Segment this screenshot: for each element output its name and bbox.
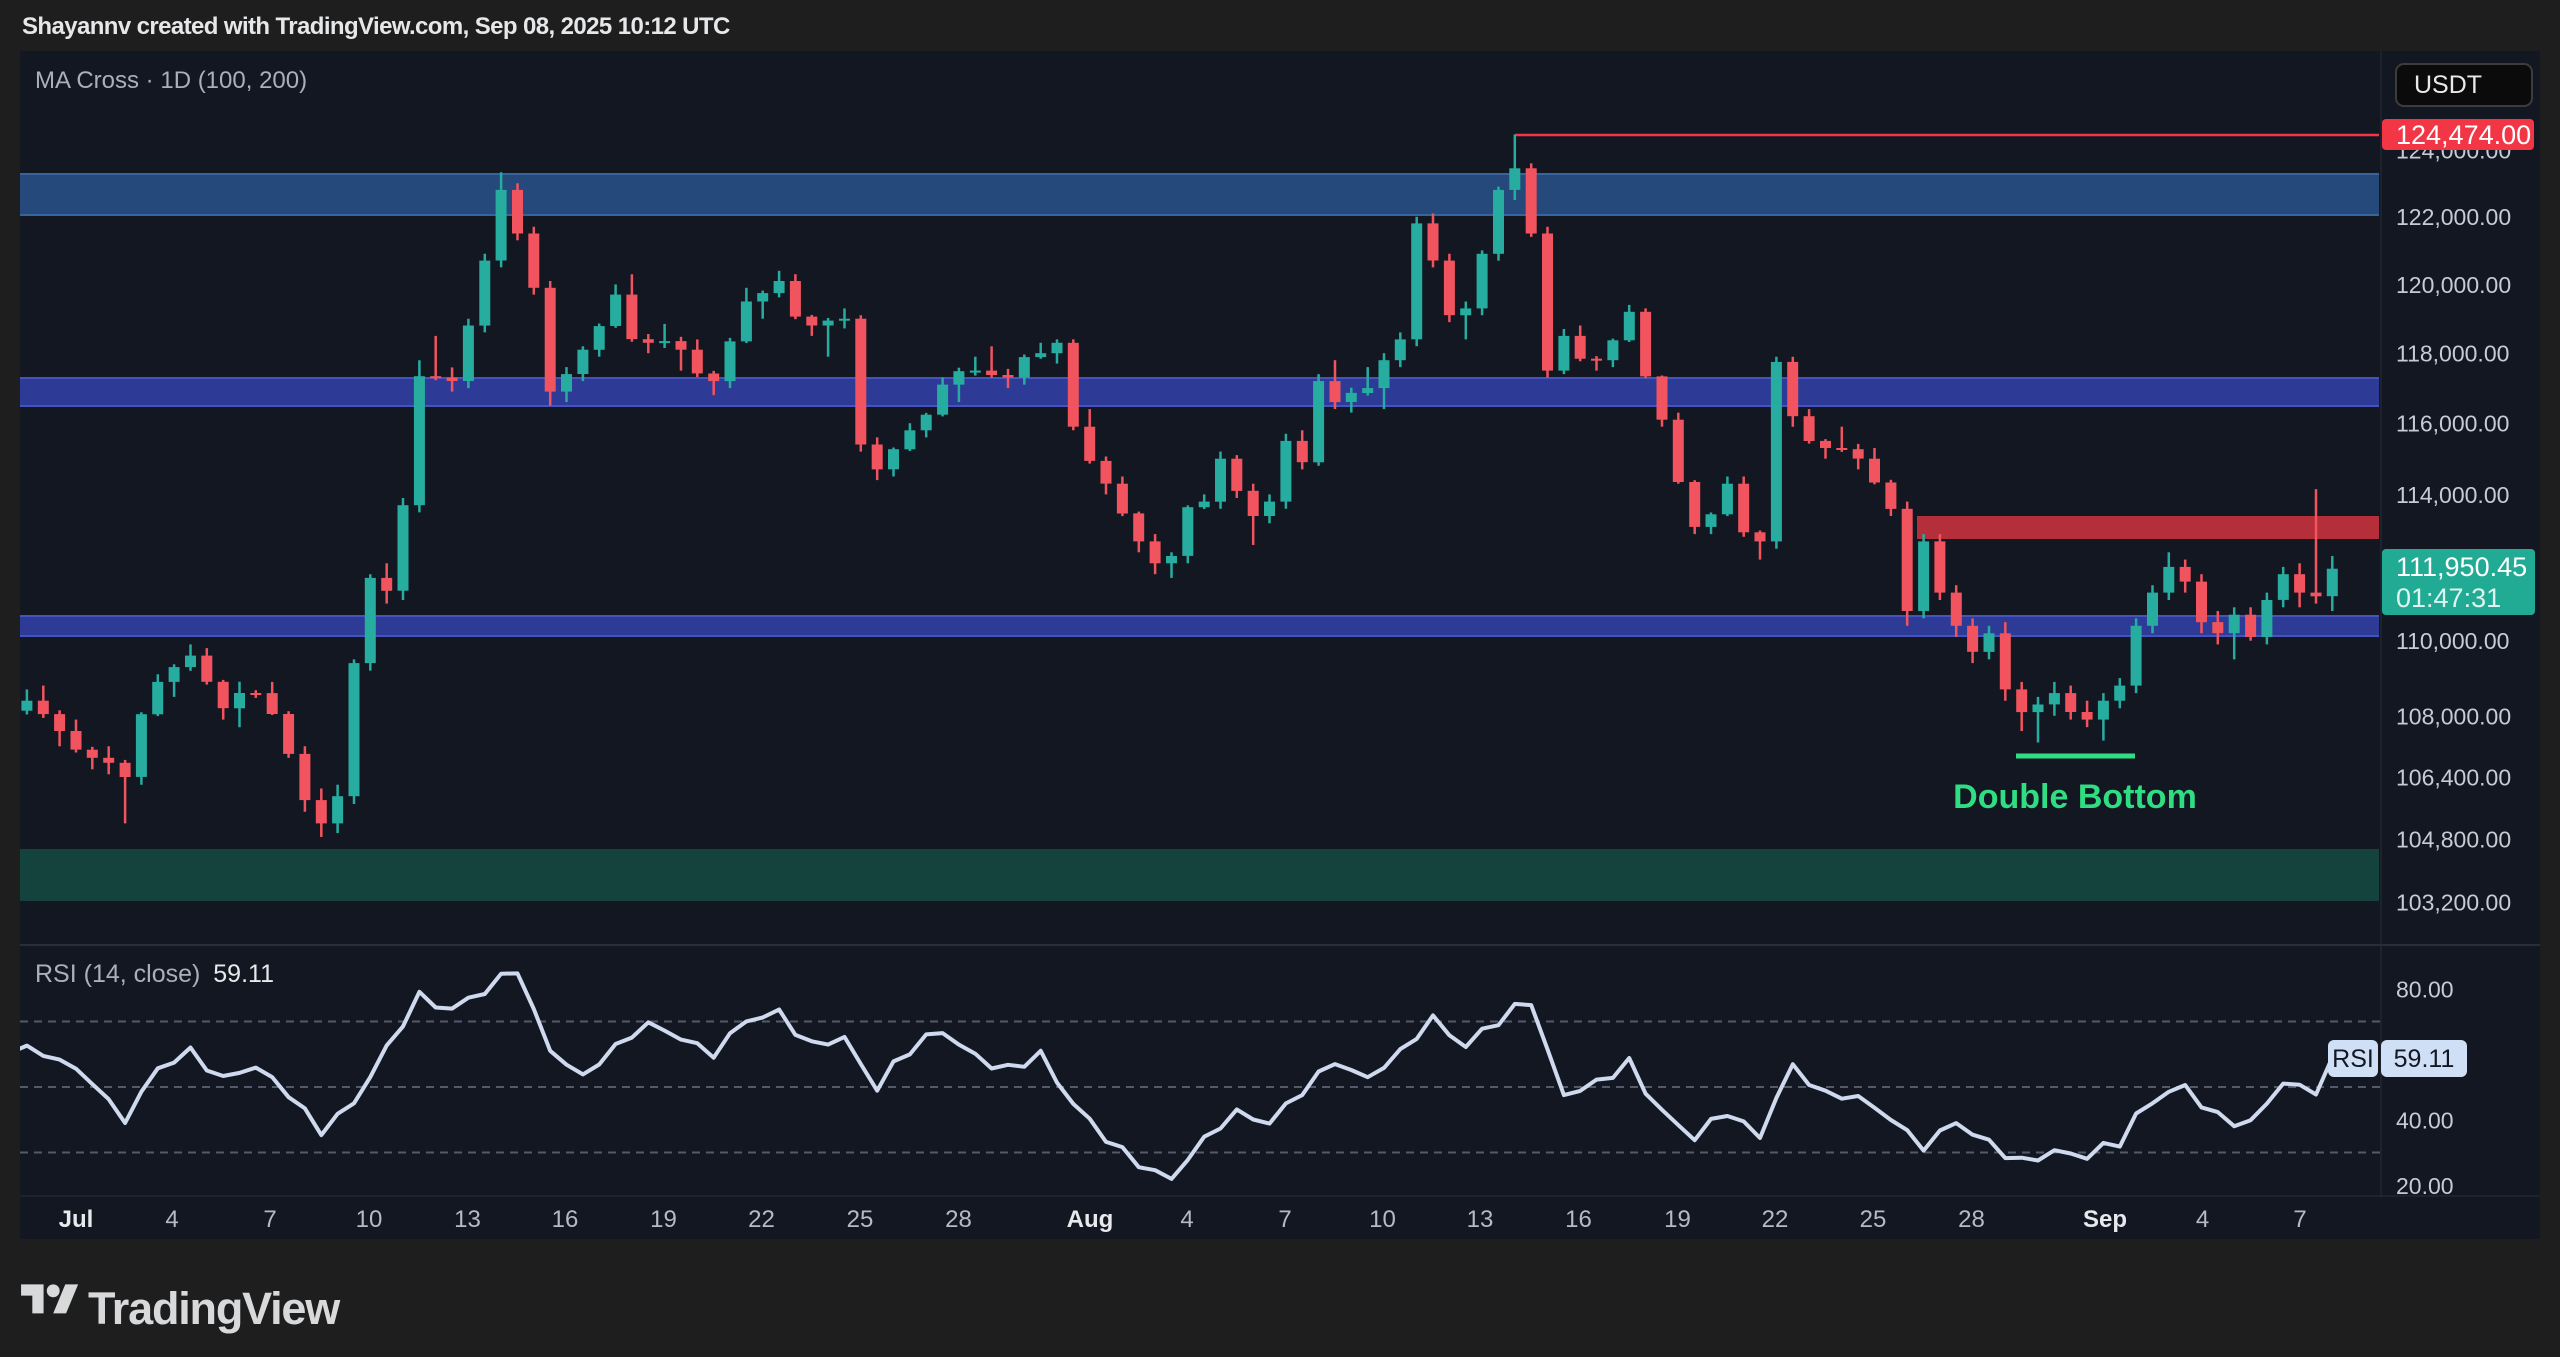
svg-text:108,000.00: 108,000.00 — [2396, 703, 2511, 729]
svg-text:Aug: Aug — [1067, 1206, 1114, 1233]
svg-text:40.00: 40.00 — [2396, 1108, 2454, 1134]
svg-text:20.00: 20.00 — [2396, 1173, 2454, 1199]
svg-text:USDT: USDT — [2414, 71, 2482, 99]
svg-text:4: 4 — [2196, 1206, 2209, 1233]
svg-text:124,474.00: 124,474.00 — [2396, 120, 2531, 150]
svg-text:4: 4 — [165, 1206, 178, 1233]
svg-text:01:47:31: 01:47:31 — [2396, 583, 2501, 613]
svg-text:13: 13 — [1467, 1206, 1494, 1233]
svg-text:103,200.00: 103,200.00 — [2396, 890, 2511, 916]
svg-text:RSI (14, close) 59.11: RSI (14, close) 59.11 — [35, 960, 274, 988]
svg-text:10: 10 — [356, 1206, 383, 1233]
svg-text:22: 22 — [1762, 1206, 1789, 1233]
svg-text:7: 7 — [1278, 1206, 1291, 1233]
svg-text:7: 7 — [263, 1206, 276, 1233]
svg-text:28: 28 — [1958, 1206, 1985, 1233]
svg-text:16: 16 — [1565, 1206, 1592, 1233]
svg-text:114,000.00: 114,000.00 — [2396, 482, 2509, 508]
svg-text:4: 4 — [1180, 1206, 1193, 1233]
svg-text:Double Bottom: Double Bottom — [1953, 778, 2197, 816]
svg-text:104,800.00: 104,800.00 — [2396, 827, 2511, 853]
svg-text:7: 7 — [2293, 1206, 2306, 1233]
svg-text:Jul: Jul — [59, 1206, 94, 1233]
svg-text:13: 13 — [454, 1206, 481, 1233]
svg-text:110,000.00: 110,000.00 — [2396, 628, 2509, 654]
svg-text:120,000.00: 120,000.00 — [2396, 272, 2511, 298]
svg-text:80.00: 80.00 — [2396, 976, 2454, 1002]
svg-text:118,000.00: 118,000.00 — [2396, 341, 2509, 367]
svg-text:111,950.45: 111,950.45 — [2396, 552, 2527, 582]
svg-text:25: 25 — [847, 1206, 874, 1233]
svg-text:122,000.00: 122,000.00 — [2396, 204, 2511, 230]
svg-text:116,000.00: 116,000.00 — [2396, 411, 2509, 437]
svg-text:59.11: 59.11 — [2394, 1045, 2455, 1073]
svg-text:RSI: RSI — [2332, 1045, 2374, 1073]
svg-text:106,400.00: 106,400.00 — [2396, 765, 2511, 791]
svg-text:19: 19 — [650, 1206, 677, 1233]
svg-text:22: 22 — [748, 1206, 775, 1233]
svg-text:19: 19 — [1664, 1206, 1691, 1233]
svg-text:25: 25 — [1860, 1206, 1887, 1233]
svg-text:Sep: Sep — [2083, 1206, 2127, 1233]
svg-text:10: 10 — [1369, 1206, 1396, 1233]
svg-text:16: 16 — [552, 1206, 579, 1233]
svg-text:28: 28 — [945, 1206, 972, 1233]
svg-text:MA Cross · 1D (100, 200): MA Cross · 1D (100, 200) — [35, 67, 307, 94]
